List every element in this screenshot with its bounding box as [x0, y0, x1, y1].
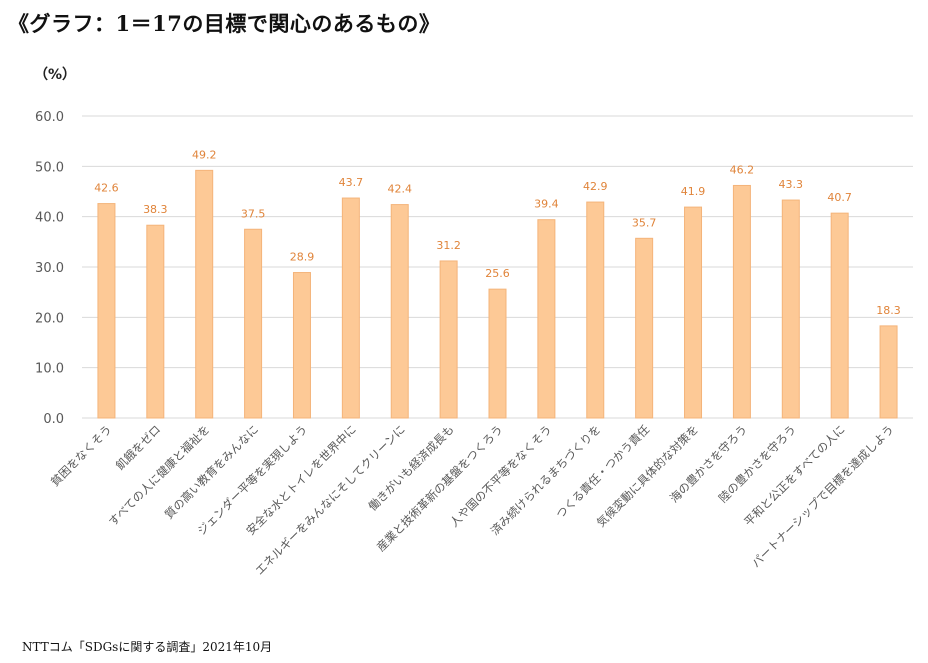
data-label: 42.6	[94, 182, 119, 195]
data-label: 39.4	[534, 198, 559, 211]
bar	[98, 204, 115, 418]
bar	[685, 207, 702, 418]
data-label: 37.5	[241, 207, 266, 220]
bar	[196, 170, 213, 418]
bar	[147, 225, 164, 418]
data-label: 25.6	[485, 267, 510, 280]
bar	[293, 273, 310, 418]
y-tick-label: 40.0	[35, 211, 64, 226]
data-label: 40.7	[827, 191, 852, 204]
data-label: 46.2	[730, 163, 755, 176]
x-category-label: すべての人に健康と福祉を	[106, 422, 213, 529]
y-tick-label: 0.0	[43, 412, 64, 427]
data-label: 41.9	[681, 185, 706, 198]
data-label: 42.4	[387, 183, 412, 196]
data-label: 42.9	[583, 180, 608, 193]
bar-chart: 0.0 10.0 20.0 30.0 40.0 50.0 60.0 42.6 38.3 49.2…	[0, 0, 928, 663]
data-label: 35.7	[632, 216, 657, 229]
x-axis-labels: 貧困をなくそう飢餓をゼロすべての人に健康と福祉を質の高い教育をみんなにジェンダー…	[48, 422, 897, 578]
x-category-label: つくる責任・つかう責任	[553, 422, 653, 522]
y-tick-label: 20.0	[35, 311, 64, 326]
bar	[440, 261, 457, 418]
data-label: 28.9	[290, 251, 315, 264]
x-category-label: 平和と公正をすべての人に	[741, 422, 848, 529]
y-tick-label: 30.0	[35, 261, 64, 276]
bar	[587, 202, 604, 418]
bar	[831, 213, 848, 418]
data-label: 38.3	[143, 203, 168, 216]
data-label: 49.2	[192, 148, 217, 161]
bar	[245, 229, 262, 418]
bar	[342, 198, 359, 418]
y-tick-label: 10.0	[35, 362, 64, 377]
data-label: 43.7	[339, 176, 364, 189]
bar	[880, 326, 897, 418]
bar	[636, 238, 653, 418]
bar	[782, 200, 799, 418]
bar	[733, 185, 750, 418]
x-category-label: 働きがいも経済成長も	[366, 422, 457, 513]
bar	[489, 289, 506, 418]
bar	[391, 205, 408, 418]
data-label: 31.2	[436, 239, 461, 252]
x-category-label: 貧困をなくそう	[48, 422, 115, 489]
bar	[538, 220, 555, 418]
source-note: NTTコム「SDGsに関する調査」2021年10月	[22, 638, 272, 655]
data-label: 43.3	[779, 178, 804, 191]
x-category-label: 質の高い教育をみんなに	[162, 422, 261, 521]
y-tick-label: 50.0	[35, 160, 64, 175]
y-axis-ticks: 0.0 10.0 20.0 30.0 40.0 50.0 60.0	[35, 110, 64, 427]
bars	[98, 170, 897, 418]
data-label: 18.3	[876, 304, 901, 317]
y-tick-label: 60.0	[35, 110, 64, 125]
x-category-label: 飢餓をゼロ	[113, 422, 164, 473]
